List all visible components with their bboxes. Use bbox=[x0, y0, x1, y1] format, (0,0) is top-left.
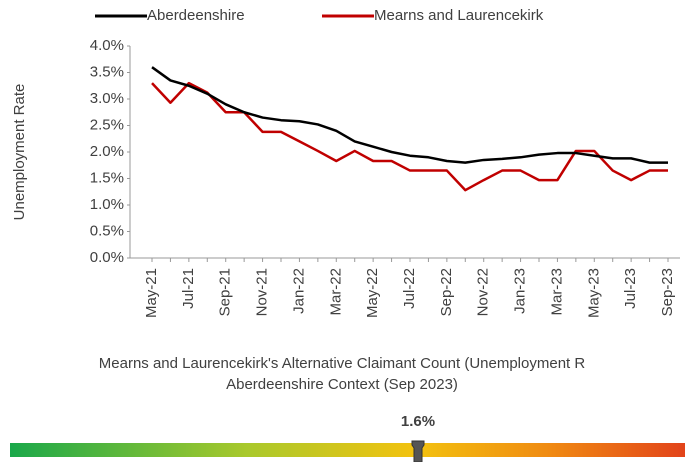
x-tick-label: Sep-22 bbox=[438, 268, 455, 316]
x-tick-label: May-21 bbox=[143, 268, 160, 318]
legend-label: Aberdeenshire bbox=[147, 7, 245, 24]
x-tick-label: May-23 bbox=[585, 268, 602, 318]
caption: Aberdeenshire Context (Sep 2023) bbox=[226, 376, 458, 393]
legend-label: Mearns and Laurencekirk bbox=[374, 7, 544, 24]
x-tick-label: May-22 bbox=[364, 268, 381, 318]
x-tick-label: Jan-23 bbox=[512, 268, 529, 314]
y-tick-label: 2.0% bbox=[90, 143, 124, 160]
x-tick-label: Sep-21 bbox=[217, 268, 234, 316]
line-series bbox=[151, 66, 668, 164]
y-axis-title: Unemployment Rate bbox=[11, 84, 28, 221]
y-tick-label: 4.0% bbox=[90, 37, 124, 54]
y-tick-label: 0.0% bbox=[90, 249, 124, 266]
gauge-marker bbox=[411, 440, 425, 462]
x-tick-label: Nov-22 bbox=[475, 268, 492, 316]
y-tick-label: 3.5% bbox=[90, 63, 124, 80]
y-tick-label: 1.5% bbox=[90, 169, 124, 186]
gauge-label: 1.6% bbox=[401, 413, 435, 430]
caption: Mearns and Laurencekirk's Alternative Cl… bbox=[99, 355, 586, 372]
y-tick-label: 3.0% bbox=[90, 90, 124, 107]
line-series bbox=[151, 81, 668, 192]
y-tick-label: 2.5% bbox=[90, 116, 124, 133]
x-tick-label: Jan-22 bbox=[290, 268, 307, 314]
x-tick-label: Jul-23 bbox=[622, 268, 639, 309]
x-tick-label: Mar-22 bbox=[327, 268, 344, 316]
y-tick-label: 0.5% bbox=[90, 222, 124, 239]
x-tick-label: Mar-23 bbox=[548, 268, 565, 316]
x-tick-label: Jul-22 bbox=[401, 268, 418, 309]
x-tick-label: Sep-23 bbox=[659, 268, 676, 316]
y-tick-label: 1.0% bbox=[90, 196, 124, 213]
x-tick-label: Nov-21 bbox=[254, 268, 271, 316]
gauge-bar bbox=[10, 443, 685, 457]
x-tick-label: Jul-21 bbox=[180, 268, 197, 309]
